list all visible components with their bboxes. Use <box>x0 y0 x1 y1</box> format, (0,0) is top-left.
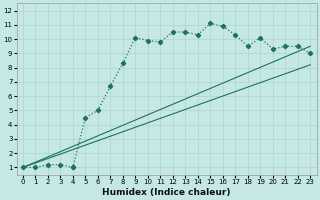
X-axis label: Humidex (Indice chaleur): Humidex (Indice chaleur) <box>102 188 231 197</box>
